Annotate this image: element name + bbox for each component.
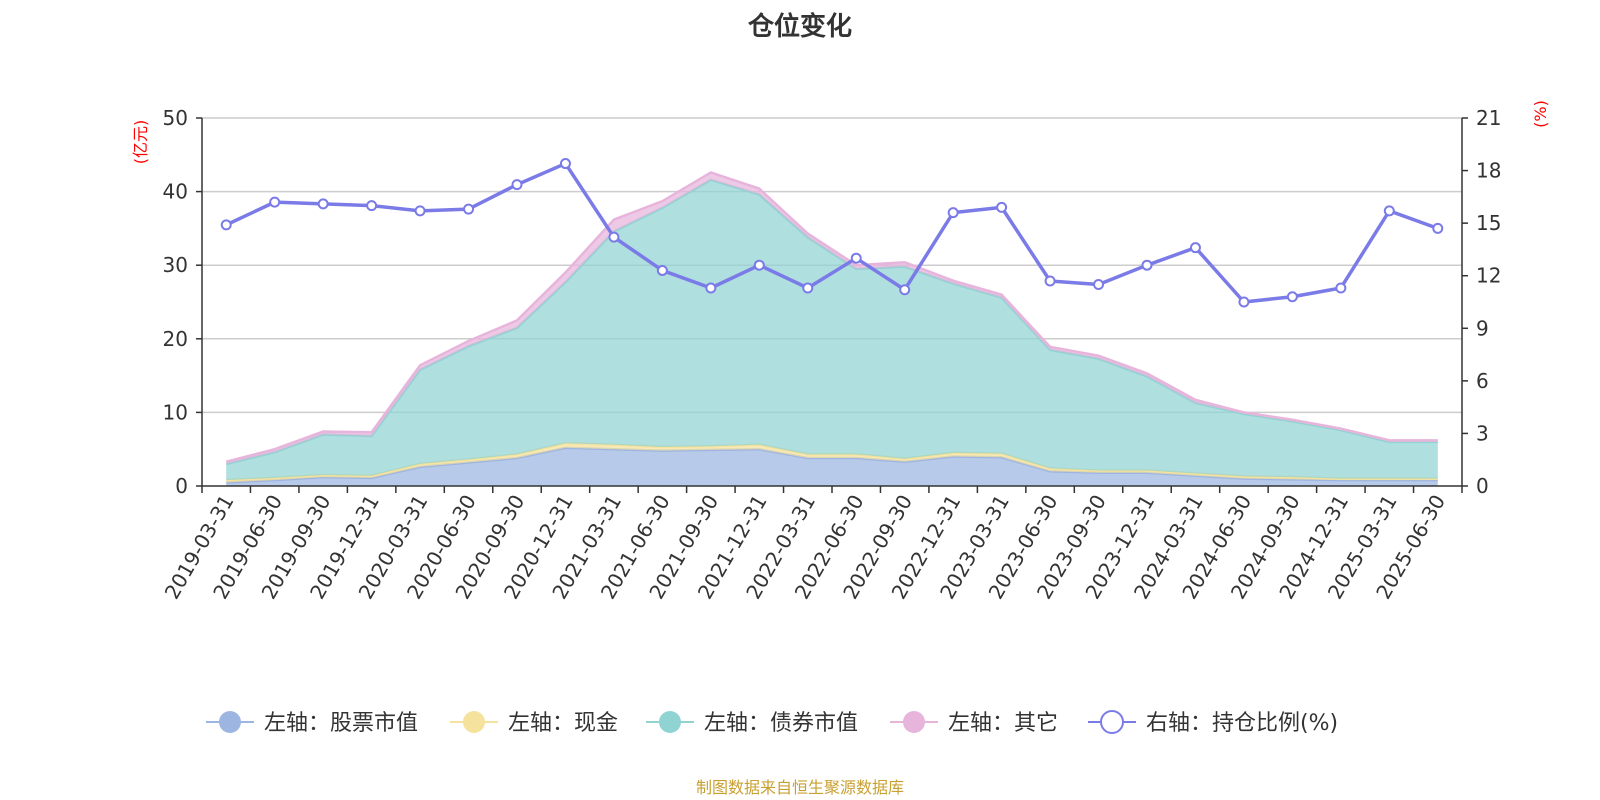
ratio-point-22 <box>1286 291 1298 303</box>
ratio-line <box>220 158 1444 308</box>
area-edge-3 <box>225 171 1438 463</box>
ratio-point-13 <box>850 252 862 264</box>
ratio-point-5 <box>463 203 475 215</box>
ratio-point-7 <box>559 158 571 170</box>
ratio-point-21 <box>1238 296 1250 308</box>
legend-label-4: 右轴：持仓比例(%) <box>1146 711 1338 736</box>
left-tick-label-3: 30 <box>163 253 188 277</box>
legend-marker-1 <box>463 711 485 733</box>
ratio-line-path <box>225 161 1439 304</box>
area-series-3 <box>226 172 1438 464</box>
legend-marker-4 <box>1100 710 1124 734</box>
chart-title: 仓位变化 <box>747 12 852 42</box>
right-tick-label-4: 12 <box>1476 264 1501 288</box>
ratio-point-25 <box>1432 222 1444 234</box>
ratio-point-0 <box>220 219 232 231</box>
ratio-point-10 <box>705 282 717 294</box>
area-series-0 <box>226 447 1438 486</box>
ratio-point-8 <box>608 231 620 243</box>
right-tick-label-7: 21 <box>1476 106 1501 130</box>
left-tick-label-1: 10 <box>163 400 188 424</box>
left-tick-label-0: 0 <box>175 474 188 498</box>
ratio-point-15 <box>947 207 959 219</box>
left-tick-label-5: 50 <box>163 106 188 130</box>
stacked-areas <box>225 171 1438 486</box>
ratio-point-2 <box>317 198 329 210</box>
right-tick-label-5: 15 <box>1476 211 1501 235</box>
right-tick-label-1: 3 <box>1476 421 1489 445</box>
legend-label-2: 左轴：债券市值 <box>704 711 858 736</box>
left-axis-unit: (亿元) <box>131 120 150 165</box>
ratio-point-6 <box>511 179 523 191</box>
left-tick-label-4: 40 <box>163 180 188 204</box>
ratio-point-11 <box>753 259 765 271</box>
legend-label-0: 左轴：股票市值 <box>264 711 418 736</box>
right-tick-label-3: 9 <box>1476 316 1489 340</box>
right-axis-unit: (%) <box>1531 100 1550 128</box>
ratio-point-16 <box>996 201 1008 213</box>
source-note: 制图数据来自恒生聚源数据库 <box>695 778 904 797</box>
ratio-point-23 <box>1335 282 1347 294</box>
legend: 左轴：股票市值 左轴：现金 左轴：债券市值 左轴：其它 右轴：持仓比例(%) <box>206 710 1338 736</box>
left-tick-label-2: 20 <box>163 327 188 351</box>
ratio-point-19 <box>1141 259 1153 271</box>
right-tick-label-2: 6 <box>1476 369 1489 393</box>
legend-marker-3 <box>903 711 925 733</box>
area-series-1 <box>226 443 1438 483</box>
ratio-point-17 <box>1044 275 1056 287</box>
legend-label-1: 左轴：现金 <box>508 711 618 736</box>
ratio-point-20 <box>1189 242 1201 254</box>
legend-marker-0 <box>219 711 241 733</box>
right-tick-label-6: 18 <box>1476 159 1501 183</box>
area-series-2 <box>226 179 1438 481</box>
legend-marker-2 <box>659 711 681 733</box>
ratio-point-12 <box>802 282 814 294</box>
ratio-point-9 <box>656 264 668 276</box>
ratio-point-1 <box>269 196 281 208</box>
ratio-point-14 <box>899 284 911 296</box>
ratio-point-3 <box>366 200 378 212</box>
legend-label-3: 左轴：其它 <box>948 711 1058 736</box>
right-tick-label-0: 0 <box>1476 474 1489 498</box>
ratio-point-18 <box>1093 278 1105 290</box>
ratio-point-4 <box>414 205 426 217</box>
ratio-point-24 <box>1383 205 1395 217</box>
